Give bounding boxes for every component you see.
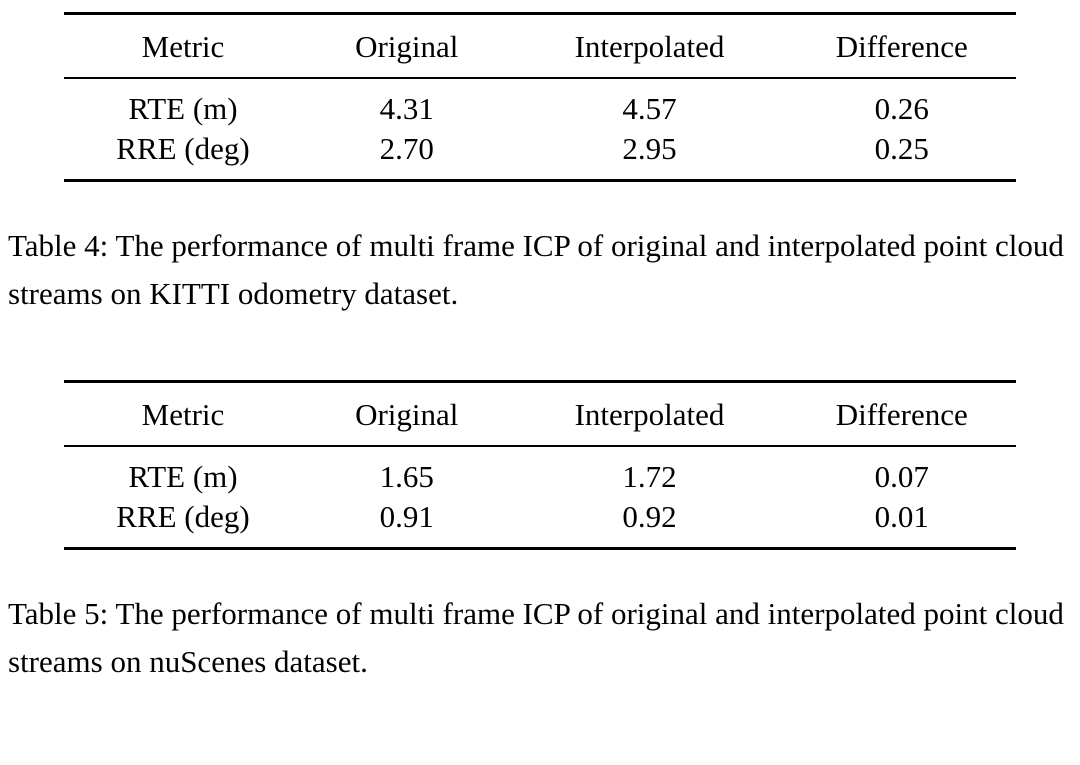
table-5-caption: Table 5: The performance of multi frame … [8,596,1064,680]
metrics-table-kitti: Metric Original Interpolated Difference … [64,12,1016,182]
value-cell: 0.25 [874,131,929,166]
value-cell: 0.07 [874,459,929,495]
metric-name-cell: RTE (m) [128,91,238,126]
header-cell-metric: Metric [141,29,225,64]
table-row: RTE (m) 1.65 1.72 0.07 [64,446,1016,497]
header-cell-original: Original [355,397,459,433]
value-cell: 0.92 [622,499,677,535]
header-cell-difference: Difference [835,397,968,433]
table-5-wrapper: Metric Original Interpolated Difference … [64,380,1016,551]
table-row: RRE (deg) 0.91 0.92 0.01 [64,497,1016,549]
header-cell-interpolated: Interpolated [574,29,725,64]
table-row: RRE (deg) 2.70 2.95 0.25 [64,129,1016,181]
table-4-wrapper: Metric Original Interpolated Difference … [64,12,1016,182]
value-cell: 0.26 [874,91,929,126]
table-header-row: Metric Original Interpolated Difference [64,14,1016,78]
header-cell-original: Original [355,29,459,64]
value-cell: 0.91 [379,499,434,535]
value-cell: 1.72 [622,459,677,495]
table-4-caption: Table 4: The performance of multi frame … [8,228,1064,312]
metric-name-cell: RRE (deg) [116,499,250,535]
value-cell: 2.70 [379,131,434,166]
value-cell: 0.01 [874,499,929,535]
header-cell-interpolated: Interpolated [574,397,725,433]
value-cell: 4.57 [622,91,677,126]
table-row: RTE (m) 4.31 4.57 0.26 [64,78,1016,129]
header-cell-difference: Difference [835,29,968,64]
value-cell: 4.31 [379,91,434,126]
metric-name-cell: RRE (deg) [116,131,250,166]
metrics-table-nuscenes: Metric Original Interpolated Difference … [64,380,1016,551]
metric-name-cell: RTE (m) [128,459,238,495]
value-cell: 1.65 [379,459,434,495]
table-header-row: Metric Original Interpolated Difference [64,382,1016,447]
value-cell: 2.95 [622,131,677,166]
header-cell-metric: Metric [141,397,225,433]
